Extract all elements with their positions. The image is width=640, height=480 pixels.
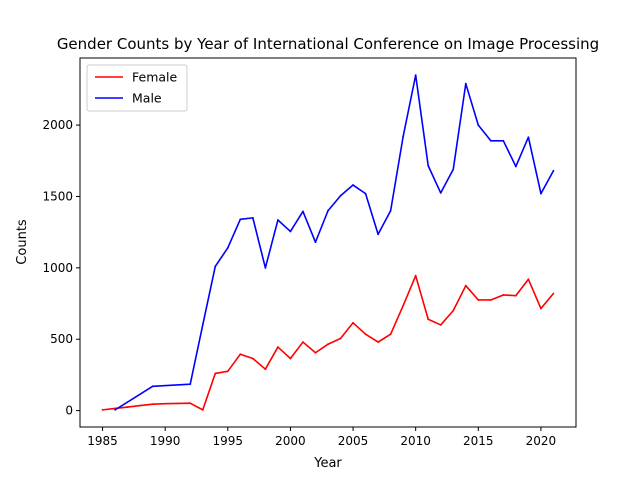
- data-point-male: [552, 169, 555, 172]
- data-point-male: [514, 165, 517, 168]
- data-point-male: [477, 124, 480, 126]
- y-tick-label: 0: [65, 404, 73, 418]
- data-point-male: [377, 233, 380, 236]
- data-point-female: [552, 292, 555, 295]
- x-tick-label: 2005: [338, 434, 369, 448]
- data-point-male: [527, 136, 530, 139]
- x-tick-label: 2000: [275, 434, 306, 448]
- data-point-female: [527, 278, 530, 281]
- y-axis-label: Counts: [15, 219, 30, 265]
- data-point-female: [352, 321, 354, 324]
- y-tick-label: 1000: [42, 261, 73, 275]
- data-point-female: [176, 402, 179, 405]
- data-point-female: [514, 294, 517, 297]
- data-point-female: [314, 351, 317, 354]
- y-tick-label: 1500: [42, 189, 73, 203]
- data-point-female: [414, 274, 417, 277]
- series-line-male: [114, 74, 555, 411]
- x-tick-label: 2010: [400, 434, 431, 448]
- data-point-female: [239, 353, 242, 356]
- data-point-male: [239, 218, 242, 221]
- data-point-female: [289, 357, 292, 360]
- plot-area: [79, 57, 577, 428]
- data-point-female: [489, 299, 492, 301]
- data-point-female: [101, 408, 104, 411]
- data-point-male: [302, 210, 304, 213]
- data-point-male: [540, 192, 542, 195]
- data-point-female: [464, 284, 467, 287]
- data-point-male: [327, 209, 329, 212]
- x-axis: 1985 1990 1995 2000 2005 2010 2015 2020: [87, 427, 556, 448]
- legend-label-male: Male: [132, 91, 162, 106]
- data-point-female: [264, 368, 267, 371]
- data-point-male: [201, 324, 204, 326]
- data-point-male: [352, 184, 354, 186]
- data-point-male: [276, 219, 279, 221]
- data-point-female: [540, 307, 542, 310]
- data-point-male: [339, 194, 342, 197]
- data-point-female: [327, 343, 329, 346]
- data-point-female: [126, 406, 129, 408]
- series-layer: [101, 74, 555, 411]
- data-point-female: [364, 333, 367, 336]
- plot-frame: [79, 57, 577, 428]
- data-point-male: [414, 74, 417, 77]
- data-point-female: [452, 309, 455, 312]
- x-tick-label: 2020: [526, 434, 557, 448]
- data-point-female: [339, 337, 342, 340]
- data-point-male: [439, 191, 442, 194]
- data-point-female: [302, 341, 304, 343]
- data-point-female: [427, 318, 430, 321]
- data-point-male: [226, 246, 229, 249]
- data-point-female: [389, 333, 392, 336]
- data-point-female: [201, 408, 204, 411]
- y-tick-label: 500: [50, 332, 73, 346]
- data-point-male: [289, 230, 292, 233]
- data-point-male: [427, 164, 430, 167]
- x-tick-label: 1990: [150, 434, 181, 448]
- data-point-male: [389, 209, 392, 212]
- data-point-male: [364, 192, 367, 195]
- data-point-female: [151, 403, 154, 406]
- data-point-female: [164, 402, 167, 405]
- data-point-male: [452, 168, 455, 171]
- data-point-female: [214, 372, 217, 375]
- x-tick-label: 1995: [213, 434, 244, 448]
- data-point-female: [189, 402, 192, 405]
- y-tick-label: 2000: [42, 118, 73, 132]
- data-point-male: [189, 383, 192, 386]
- data-point-male: [489, 139, 492, 142]
- legend-label-female: Female: [132, 70, 178, 85]
- data-point-female: [477, 299, 480, 301]
- chart-title: Gender Counts by Year of International C…: [57, 35, 599, 53]
- legend: Female Male: [86, 64, 188, 112]
- data-point-male: [314, 241, 317, 244]
- data-point-female: [276, 346, 279, 348]
- data-point-male: [114, 408, 116, 411]
- data-point-female: [226, 370, 229, 373]
- data-point-female: [439, 324, 442, 326]
- x-tick-label: 1985: [87, 434, 118, 448]
- data-point-male: [502, 139, 505, 142]
- data-point-male: [402, 135, 405, 138]
- data-point-male: [251, 216, 254, 219]
- data-point-male: [464, 82, 467, 85]
- data-point-female: [402, 304, 405, 307]
- data-point-male: [264, 266, 267, 269]
- x-tick-label: 2015: [463, 434, 494, 448]
- data-point-female: [139, 404, 142, 407]
- data-point-female: [251, 357, 254, 360]
- data-point-male: [214, 265, 217, 268]
- data-point-male: [151, 385, 154, 388]
- x-axis-label: Year: [313, 456, 342, 471]
- data-point-female: [502, 294, 505, 296]
- series-line-female: [102, 274, 555, 411]
- data-point-female: [377, 341, 380, 343]
- y-axis: 0 500 1000 1500 2000: [42, 118, 80, 418]
